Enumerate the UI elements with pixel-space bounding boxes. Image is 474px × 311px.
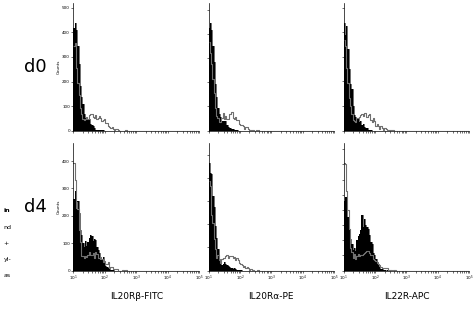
- Text: IL22R-APC: IL22R-APC: [384, 292, 429, 301]
- Text: yl-: yl-: [4, 257, 11, 262]
- Text: in: in: [4, 208, 10, 213]
- Y-axis label: Counts: Counts: [57, 200, 61, 214]
- Text: +: +: [4, 241, 9, 246]
- Text: d4: d4: [24, 198, 47, 216]
- Text: IL20Rα-PE: IL20Rα-PE: [249, 292, 294, 301]
- Text: as: as: [4, 273, 11, 278]
- Text: nd: nd: [4, 225, 12, 230]
- Text: IL20Rβ-FITC: IL20Rβ-FITC: [109, 292, 163, 301]
- Y-axis label: Counts: Counts: [57, 60, 61, 74]
- Text: d0: d0: [24, 58, 47, 76]
